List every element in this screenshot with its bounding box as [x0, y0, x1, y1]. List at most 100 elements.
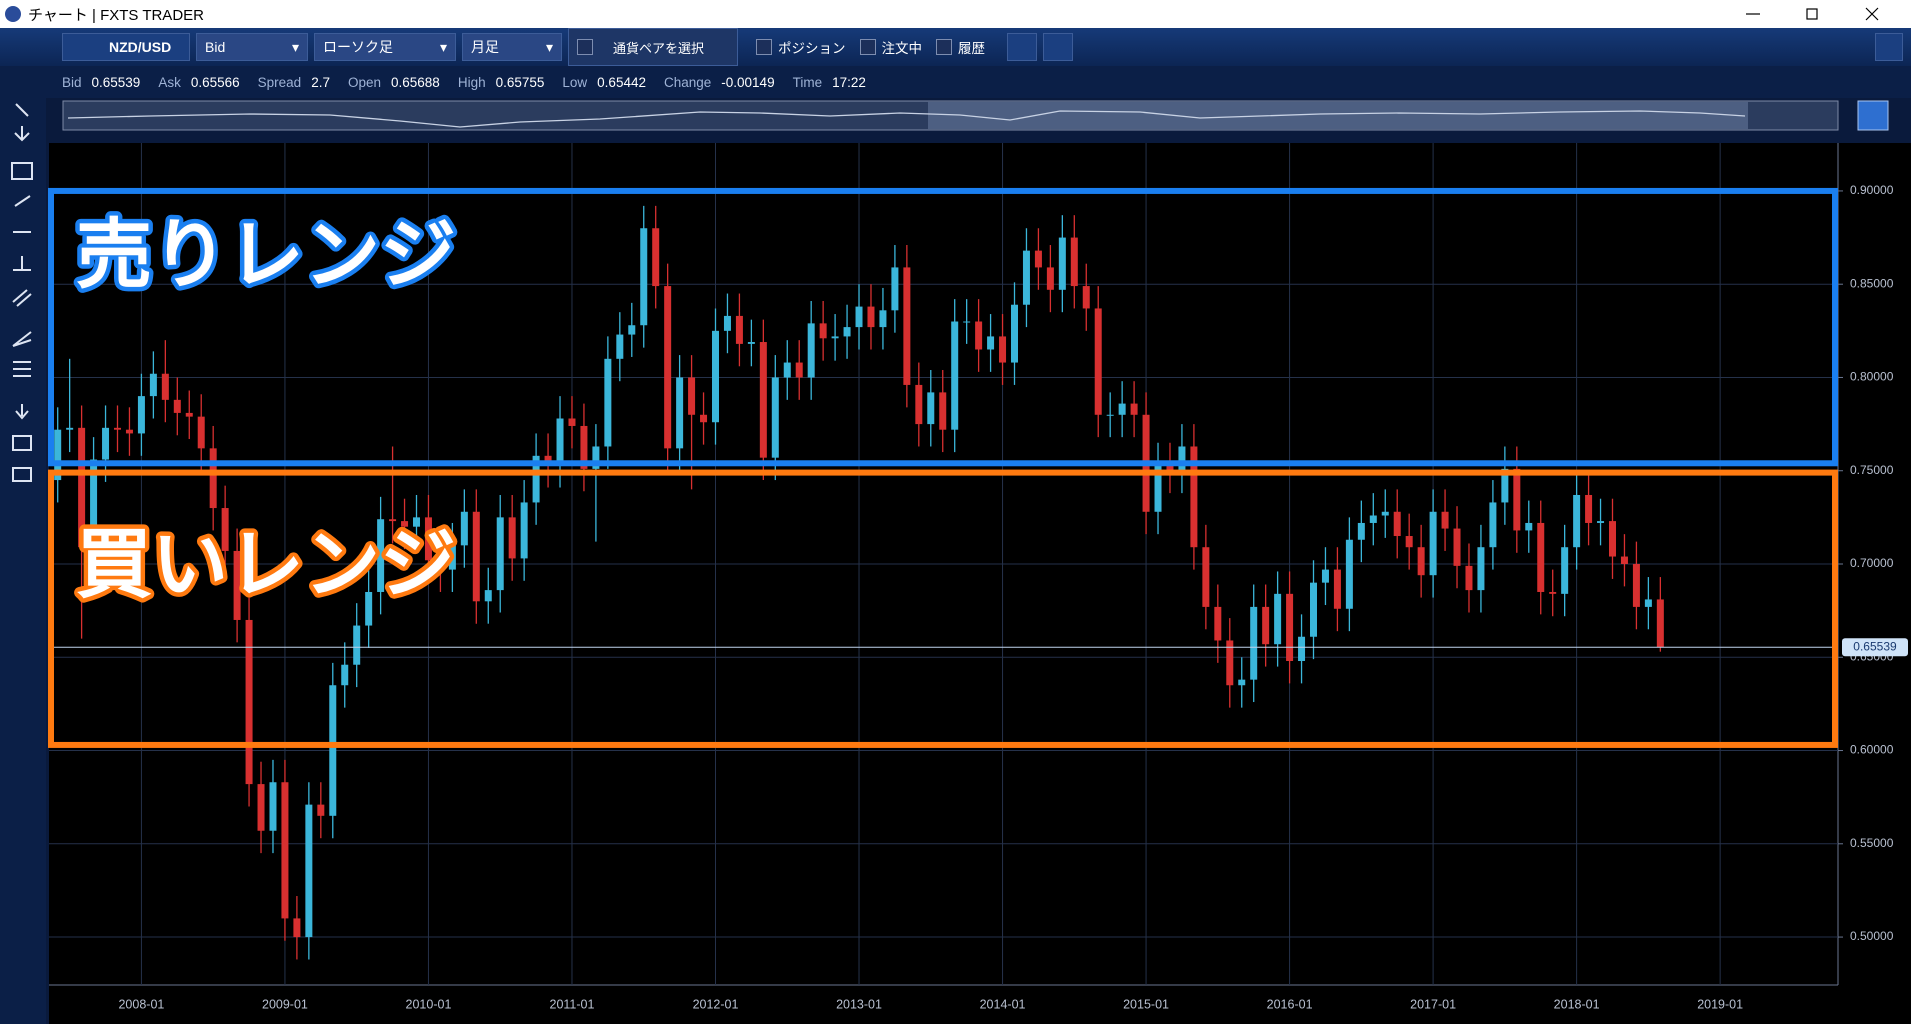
- quote-value: 2.7: [311, 74, 330, 90]
- candle-body: [54, 429, 62, 481]
- candle-body: [257, 784, 265, 831]
- toolbar: NZD/USD Bid ▾ ローソク足 ▾ 月足 ▾ 通貨ペアを選択 ポジション 注文中…: [0, 28, 1911, 66]
- candle-body: [377, 519, 385, 592]
- filter[interactable]: 注文中: [859, 37, 922, 57]
- candle-body: [161, 373, 169, 400]
- candle-body: [1549, 591, 1557, 594]
- candle-body: [532, 455, 540, 503]
- candle-body: [1477, 547, 1485, 591]
- quote-label: Bid: [62, 74, 82, 90]
- candle-body: [1130, 403, 1138, 415]
- candle-body: [1441, 511, 1449, 529]
- candle-body: [1310, 582, 1317, 637]
- candle-body: [293, 918, 301, 938]
- tool-button[interactable]: [1043, 33, 1073, 61]
- candle-body: [1321, 569, 1329, 583]
- y-tick-label: 0.85000: [1850, 276, 1894, 290]
- candle-body: [353, 625, 361, 665]
- undock-button[interactable]: [1875, 33, 1903, 61]
- candle-body: [472, 511, 480, 602]
- x-tick-label: 2014-01: [980, 997, 1026, 1011]
- app-icon: [5, 6, 21, 22]
- candle-body: [1345, 539, 1353, 609]
- zoom-button[interactable]: [1857, 100, 1889, 131]
- candle-body: [1166, 465, 1174, 471]
- quote-value: 0.65539: [91, 74, 141, 90]
- period-select[interactable]: 月足 ▾: [462, 33, 562, 61]
- price-type-select[interactable]: Bid ▾: [196, 33, 308, 61]
- y-tick-label: 0.55000: [1850, 836, 1894, 850]
- chart-type: ローソク足: [323, 39, 393, 55]
- select-pair-button[interactable]: 通貨ペアを選択: [568, 28, 738, 66]
- x-tick-label: 2013-01: [836, 997, 882, 1011]
- period: 月足: [471, 39, 499, 55]
- candle-body: [365, 591, 373, 626]
- candle-body: [137, 396, 145, 434]
- candle-body: [1585, 494, 1593, 523]
- candle-body: [939, 392, 947, 430]
- quote-value: 0.65566: [190, 74, 240, 90]
- candle-body: [341, 664, 349, 686]
- candle-body: [1561, 547, 1569, 594]
- quote-label: Ask: [158, 74, 181, 90]
- candle-body: [1298, 636, 1306, 661]
- candle-body: [185, 412, 193, 417]
- y-tick-label: 0.75000: [1850, 463, 1894, 477]
- candle-body: [149, 373, 157, 397]
- candle-body: [1202, 547, 1210, 607]
- close-button[interactable]: [1865, 7, 1879, 21]
- filter-label: ポジション: [778, 41, 846, 56]
- x-tick-label: 2009-01: [262, 997, 308, 1011]
- candle-body: [448, 545, 456, 570]
- title-bar: チャート | FXTS TRADER: [0, 0, 1911, 28]
- y-tick-label: 0.90000: [1850, 183, 1894, 197]
- candle-body: [831, 336, 839, 339]
- candle-body: [759, 342, 767, 458]
- candle-body: [975, 321, 983, 350]
- quote-value: 0.65442: [597, 74, 646, 90]
- candle-body: [1022, 250, 1030, 305]
- candle-body: [556, 418, 564, 466]
- candle-body: [66, 427, 74, 430]
- candle-body: [1034, 250, 1042, 268]
- candle-body: [1453, 528, 1461, 566]
- candle-body: [1214, 606, 1222, 641]
- tool-button[interactable]: [1007, 33, 1037, 61]
- candle-body: [1190, 446, 1198, 548]
- candle-body: [1333, 569, 1341, 609]
- candle-body: [197, 416, 205, 449]
- candle-body: [1046, 267, 1054, 290]
- candle-body: [1620, 556, 1628, 564]
- candle-body: [317, 804, 325, 816]
- candle-body: [1226, 640, 1234, 686]
- pair-button[interactable]: NZD/USD: [62, 33, 190, 61]
- candle-body: [999, 336, 1007, 363]
- candle-body: [413, 517, 420, 527]
- candle-body: [807, 323, 815, 378]
- quote-value: -0.00149: [721, 74, 775, 90]
- candle-body: [1238, 679, 1246, 686]
- candle-body: [125, 429, 133, 434]
- filter[interactable]: ポジション: [756, 37, 846, 57]
- quote-value: 0.65755: [495, 74, 545, 90]
- range-box: [48, 187, 1838, 467]
- candle-body: [1501, 468, 1509, 503]
- candle-body: [221, 508, 229, 551]
- x-tick-label: 2010-01: [406, 997, 452, 1011]
- x-tick-label: 2012-01: [693, 997, 739, 1011]
- x-tick-label: 2018-01: [1554, 997, 1600, 1011]
- chart-type-select[interactable]: ローソク足 ▾: [314, 33, 456, 61]
- candle-body: [508, 517, 516, 559]
- candle-body: [1644, 599, 1652, 607]
- navigator-window[interactable]: [928, 102, 1748, 129]
- restore-button[interactable]: [1806, 8, 1818, 20]
- candle-body: [903, 267, 911, 385]
- window-title: チャート | FXTS TRADER: [28, 6, 204, 24]
- candle-body: [855, 306, 863, 328]
- candle-body: [114, 427, 121, 430]
- candle-body: [879, 310, 887, 328]
- candle-body: [771, 377, 779, 458]
- filter[interactable]: 履歴: [936, 37, 985, 57]
- candle-body: [1070, 237, 1078, 287]
- candle-body: [1609, 521, 1616, 557]
